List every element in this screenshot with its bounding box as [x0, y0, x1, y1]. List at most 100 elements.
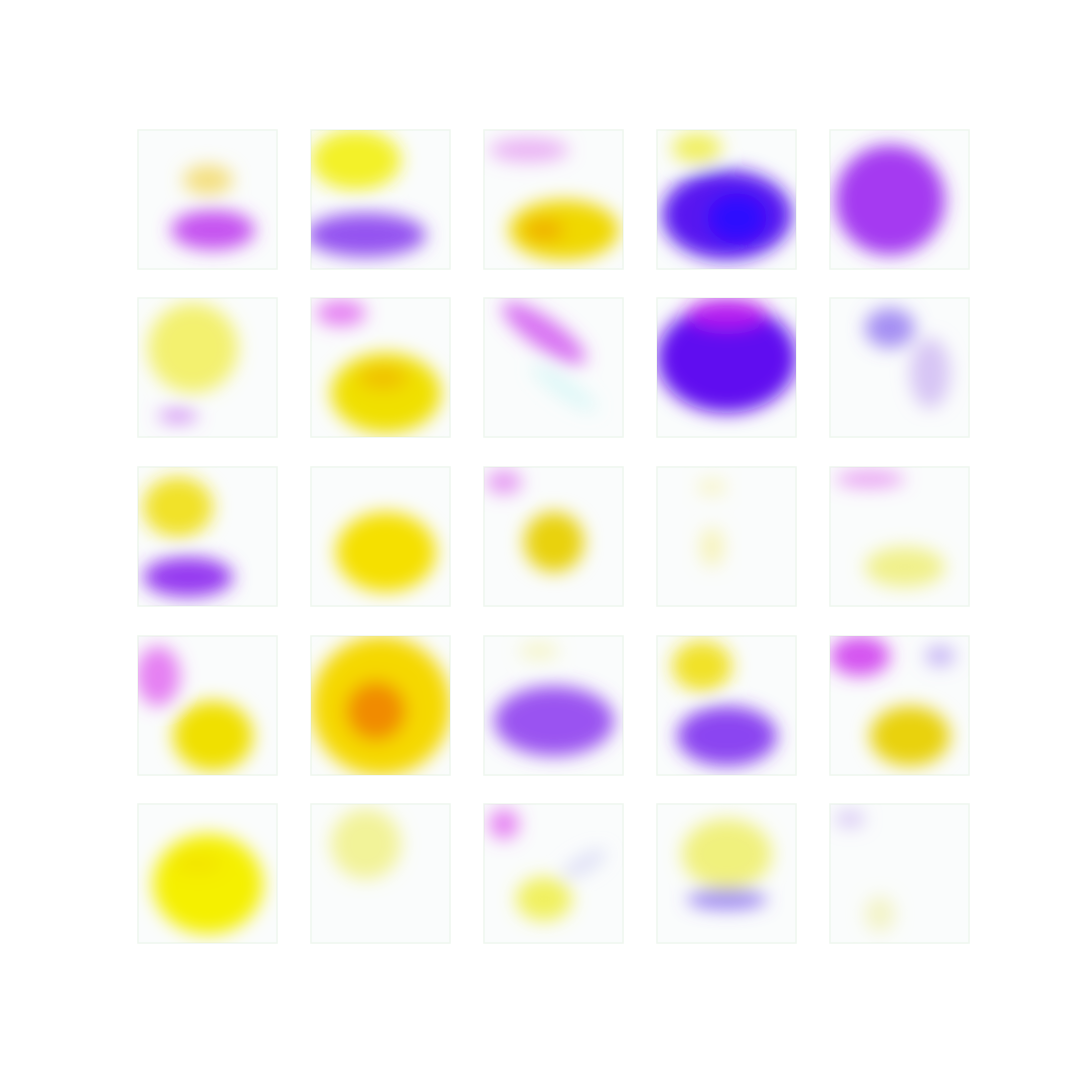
blob [494, 686, 614, 756]
blob [519, 643, 559, 659]
sample-tile [137, 466, 278, 607]
blob [672, 133, 722, 163]
tile-background [483, 297, 624, 438]
blob [870, 706, 950, 766]
tile-content [143, 477, 233, 597]
blob [311, 130, 401, 190]
blob [143, 477, 213, 537]
sample-tile [656, 466, 797, 607]
blob-layer [502, 301, 598, 413]
tile-content [489, 809, 607, 921]
blob [173, 854, 223, 874]
blob [561, 849, 607, 879]
tile-content [138, 646, 253, 771]
tile-content [682, 819, 772, 909]
sample-tile [829, 803, 970, 944]
blob [358, 366, 408, 390]
tile-background [829, 803, 970, 944]
tile-content [171, 165, 255, 250]
tile-content [672, 641, 777, 766]
tile-content [865, 308, 950, 408]
sample-tile [310, 803, 451, 944]
tile-background [656, 466, 797, 607]
blob-layer [311, 636, 450, 775]
blob-layer [336, 512, 436, 592]
blob [331, 353, 441, 433]
blob-layer [657, 298, 796, 413]
blob-layer [148, 303, 238, 422]
tile-content [336, 512, 436, 592]
blob [524, 220, 564, 240]
blob-layer [835, 145, 945, 255]
tile-content [311, 636, 450, 775]
tile-content [486, 470, 584, 572]
sample-tile [137, 635, 278, 776]
sample-tile [656, 129, 797, 270]
tile-content [316, 300, 441, 433]
tile-content [662, 133, 792, 260]
blob-layer [311, 130, 426, 257]
blob-layer [143, 477, 233, 597]
tile-content [835, 471, 945, 587]
sample-tile [310, 297, 451, 438]
blob [331, 809, 401, 879]
blob [148, 303, 238, 393]
blob [697, 479, 727, 495]
tile-content [331, 809, 401, 879]
sample-tile [310, 466, 451, 607]
blob [530, 363, 598, 413]
sample-tile [829, 635, 970, 776]
sample-tile [137, 129, 278, 270]
blob [865, 547, 945, 587]
blob [336, 512, 436, 592]
sample-tile [829, 466, 970, 607]
blob-layer [865, 308, 950, 408]
sample-tile [656, 803, 797, 944]
blob [316, 300, 366, 326]
blob [865, 308, 915, 348]
tile-content [502, 301, 598, 413]
blob-layer [486, 470, 584, 572]
blob [672, 641, 732, 691]
blob [835, 145, 945, 255]
sample-tile [483, 129, 624, 270]
blob-layer [489, 138, 619, 260]
sample-tile [483, 466, 624, 607]
blob [138, 646, 180, 706]
tile-content [148, 303, 238, 422]
tile-content [311, 130, 426, 257]
sample-tile [483, 635, 624, 776]
blob [311, 213, 426, 257]
blob [183, 165, 233, 195]
tile-content [489, 138, 619, 260]
blob [830, 636, 890, 676]
blob-layer [489, 809, 607, 921]
sample-tile [829, 129, 970, 270]
tile-content [494, 643, 614, 756]
tile-content [657, 298, 796, 413]
blob-layer [672, 641, 777, 766]
blob [707, 193, 767, 243]
blob-layer [331, 809, 401, 879]
blob [346, 681, 406, 741]
blob [171, 210, 255, 250]
blob [489, 809, 519, 839]
blob [657, 303, 796, 413]
tile-content [153, 834, 263, 934]
blob [143, 557, 233, 597]
blob [910, 338, 950, 408]
tile-content [835, 145, 945, 255]
tile-background [829, 466, 970, 607]
blob [158, 410, 198, 422]
blob [865, 896, 895, 932]
tile-content [830, 636, 955, 766]
blob [682, 819, 772, 889]
blob-layer [153, 834, 263, 934]
sample-tile [656, 297, 797, 438]
sample-tile [137, 297, 278, 438]
blob [153, 834, 263, 934]
blob-layer [316, 300, 441, 433]
blob-layer [835, 811, 895, 932]
